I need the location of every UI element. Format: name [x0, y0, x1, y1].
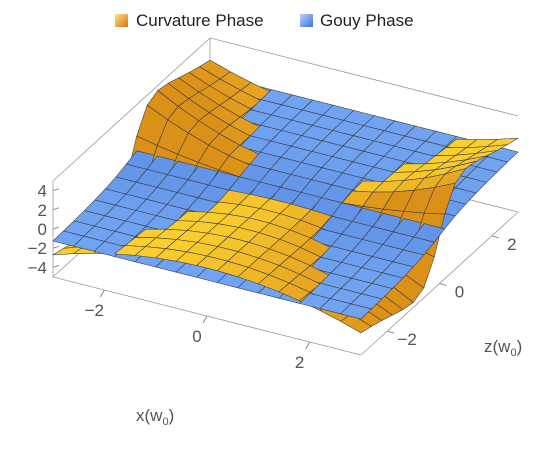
vertical-tick-label: −2	[28, 239, 47, 258]
z-tick	[439, 283, 447, 286]
x-axis-label-sub: 0	[162, 416, 168, 428]
legend-swatch-gouy	[300, 14, 313, 27]
legend-swatch-curvature	[115, 14, 128, 27]
legend-label-curvature: Curvature Phase	[136, 11, 264, 30]
x-tick-label: 2	[295, 353, 304, 372]
z-axis-label-sub: 0	[510, 347, 516, 359]
vertical-tick	[52, 245, 60, 249]
z-tick-label: 2	[507, 235, 516, 254]
z-tick-label: 0	[455, 283, 464, 302]
z-axis-label-unit: w	[497, 337, 511, 356]
surfaces	[52, 59, 519, 334]
svg-text:z(w0): z(w0)	[484, 337, 522, 359]
curvature-phase-patch	[340, 313, 372, 334]
vertical-tick-label: −4	[28, 258, 47, 277]
x-axis-label-var: x	[136, 406, 145, 425]
vertical-tick-label: 4	[38, 182, 47, 201]
z-axis-label: z(w0)	[484, 337, 522, 359]
x-axis-label: x(w0)	[136, 406, 174, 428]
z-axis-label-var: z	[484, 337, 493, 356]
x-tick	[99, 289, 105, 298]
vertical-tick	[52, 207, 60, 211]
x-tick-label: −2	[85, 301, 104, 320]
gouy-phase-patch	[340, 303, 372, 320]
legend: Curvature Phase Gouy Phase	[115, 11, 414, 30]
x-axis-label-unit: w	[149, 406, 163, 425]
vertical-tick-label: 0	[38, 220, 47, 239]
vertical-tick-label: 2	[38, 201, 47, 220]
x-tick	[305, 341, 311, 350]
box-edge-back	[52, 37, 211, 182]
x-tick-label: 0	[192, 327, 201, 346]
z-tick-label: −2	[397, 330, 416, 349]
z-tick	[491, 235, 499, 239]
z-tick	[387, 330, 395, 334]
axis-ticks: 420−2−4−202−202	[28, 182, 517, 372]
vertical-tick	[52, 226, 60, 230]
legend-label-gouy: Gouy Phase	[320, 11, 414, 30]
box-edge-back	[209, 37, 519, 117]
vertical-tick	[52, 188, 60, 191]
x-tick	[202, 315, 208, 324]
svg-text:x(w0): x(w0)	[136, 406, 174, 428]
vertical-tick	[52, 265, 60, 268]
